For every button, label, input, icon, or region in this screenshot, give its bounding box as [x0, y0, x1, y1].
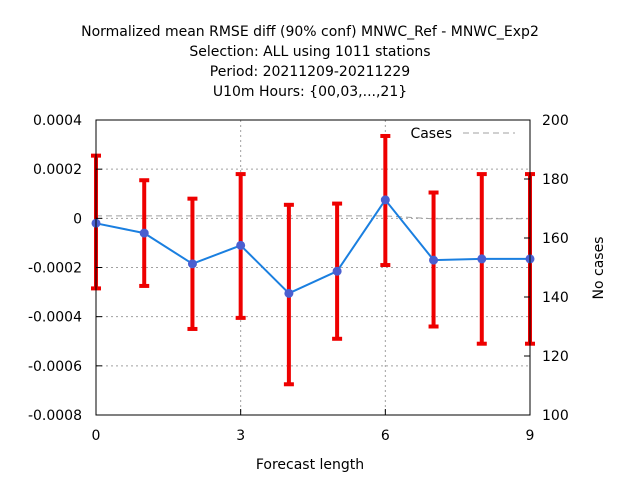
title-line-3: Period: 20211209-20211229 — [210, 64, 410, 80]
y-tick-label: 0.0002 — [33, 162, 82, 178]
y2-tick-label: 120 — [542, 349, 569, 365]
rmse-diff-line — [95, 198, 530, 295]
data-point — [429, 255, 439, 265]
data-point — [477, 254, 487, 264]
y2-tick-label: 100 — [542, 408, 569, 424]
y-tick-label: 0 — [73, 211, 82, 227]
data-point — [332, 266, 342, 276]
data-point — [380, 195, 390, 205]
legend: Cases — [410, 126, 515, 142]
x-tick-label: 9 — [526, 428, 535, 444]
plot-series — [91, 133, 535, 387]
title-line-1: Normalized mean RMSE diff (90% conf) MNW… — [81, 24, 539, 40]
y-tick-label: -0.0004 — [28, 310, 82, 326]
grid — [96, 120, 530, 415]
y-tick-label: 0.0004 — [33, 113, 82, 129]
y-tick-label: -0.0008 — [28, 408, 82, 424]
data-point — [236, 240, 246, 250]
y2-tick-label: 160 — [542, 231, 569, 247]
y2-axis-label: No cases — [591, 237, 607, 300]
x-tick-label: 3 — [236, 428, 245, 444]
data-point — [139, 228, 149, 238]
data-point — [187, 259, 197, 269]
legend-label-cases: Cases — [410, 126, 452, 142]
x-axis-label: Forecast length — [256, 457, 364, 473]
chart-title: Normalized mean RMSE diff (90% conf) MNW… — [81, 24, 539, 100]
y-tick-label: -0.0006 — [28, 359, 82, 375]
y2-tick-label: 140 — [542, 290, 569, 306]
title-line-2: Selection: ALL using 1011 stations — [189, 44, 430, 60]
x-tick-label: 6 — [381, 428, 390, 444]
x-tick-label: 0 — [92, 428, 101, 444]
data-point — [284, 288, 294, 298]
y-tick-label: -0.0002 — [28, 261, 82, 277]
y2-tick-label: 180 — [542, 172, 569, 188]
cases-line — [96, 215, 530, 220]
axis-ticks: -0.0008 -0.0006 -0.0004 -0.0002 0 0.0002 0.000… — [28, 113, 569, 444]
y2-tick-label: 200 — [542, 113, 569, 129]
title-line-4: U10m Hours: {00,03,...,21} — [213, 84, 407, 100]
